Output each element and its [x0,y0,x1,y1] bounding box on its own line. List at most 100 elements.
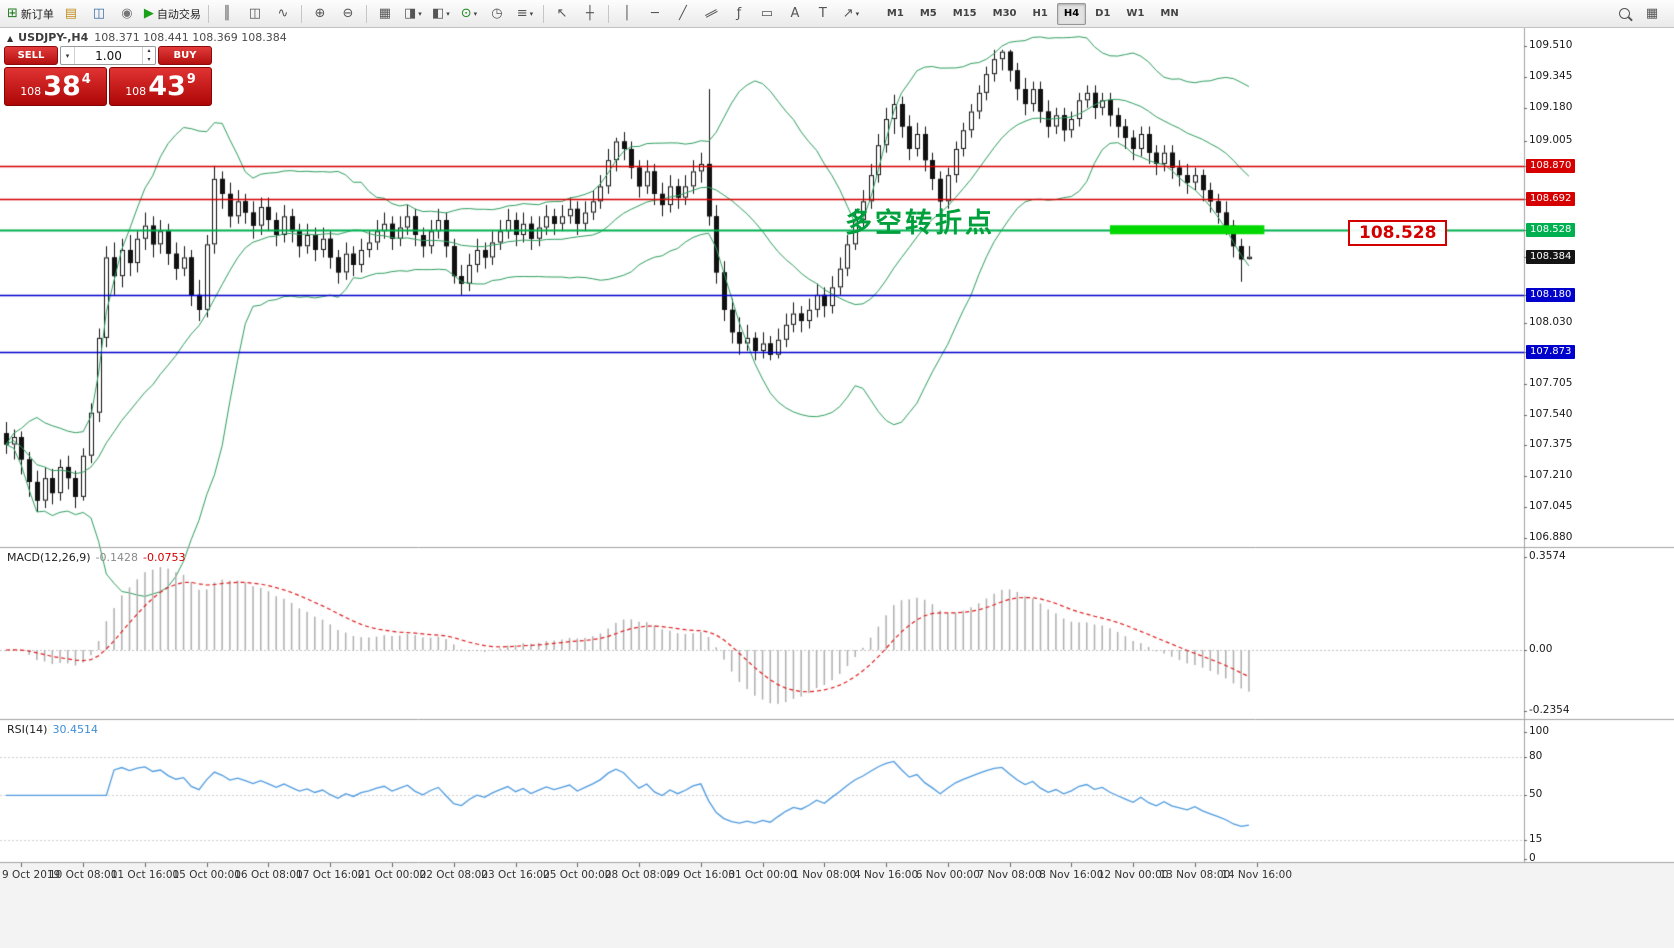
toolbar-separator [365,4,367,23]
trendline-button[interactable]: ╱ [669,3,697,25]
zoom-out-button-glyph: ⊖ [342,6,354,21]
equidistant-channel-button[interactable]: ∥ [697,3,725,25]
zoom-out-button[interactable]: ⊖ [334,3,362,25]
cursor-button-glyph: ↖ [556,6,568,21]
crosshair-button[interactable]: ┼ [576,3,604,25]
arrange-charts-button-glyph: ◨ [404,6,417,21]
autotrading-button[interactable]: ▶ 自动交易 [141,3,204,25]
rsi-scale-label: 15 [1529,833,1543,845]
bid-price-button[interactable]: 108 38 4 [4,67,107,106]
chevron-down-icon[interactable]: ▾ [446,9,450,18]
timeframe-m1[interactable]: M1 [886,8,904,19]
data-window-icon-glyph: ◉ [121,6,133,21]
chevron-down-icon[interactable]: ▾ [473,9,478,18]
new-chart-icon[interactable]: ▤ [57,3,85,25]
buy-button[interactable]: BUY [158,46,212,65]
horizontal-line-button[interactable]: ─ [641,3,669,25]
toolbar-separator [542,4,544,23]
tile-windows-button-glyph: ▦ [378,6,392,21]
bar-chart-button[interactable]: ║ [213,3,241,25]
ask-price-button[interactable]: 108 43 9 [109,67,212,106]
trend-annotation[interactable]: 多空转折点 [845,208,995,239]
timeframe-m30[interactable]: M30 [992,8,1017,19]
time-axis-label: 17 Oct 16:00 [296,869,365,881]
time-axis-label: 21 Oct 00:00 [357,869,427,881]
price-tick-label: 107.705 [1529,377,1573,389]
chevron-down-icon[interactable]: ▾ [529,9,534,18]
arrange-charts-button[interactable]: ◨ ▾ [399,3,427,25]
symbol-label: USDJPY-,H4 [18,31,89,44]
time-axis-label: 15 Oct 00:00 [172,869,241,881]
time-axis-label: 14 Nov 16:00 [1221,869,1293,881]
vertical-line-button[interactable]: │ [613,3,641,25]
volume-down-icon[interactable]: ▾ [147,55,151,63]
rsi-scale-label: 80 [1529,750,1543,762]
chevron-down-icon[interactable]: ▾ [855,9,860,18]
rsi-value: 30.4514 [52,723,98,736]
price-level-badge: 108.870 [1526,159,1576,173]
fibonacci-button[interactable]: ƒ [725,3,753,25]
strategy-tester-button[interactable]: ⊙ ▾ [455,3,483,25]
time-axis-label: 23 Oct 16:00 [481,869,550,881]
shapes-button[interactable]: ▭ [753,3,781,25]
timeframe-w1[interactable]: W1 [1126,8,1145,19]
layout-icon[interactable]: ▦ [1638,2,1666,24]
price-level-badge: 108.692 [1526,192,1576,206]
price-tick-label: 109.345 [1529,70,1573,82]
text-button[interactable]: A [781,3,809,25]
time-axis-label: 11 Oct 16:00 [110,869,180,881]
price-level-badge: 108.528 [1526,223,1576,237]
macd-value-main: -0.1428 [95,551,139,564]
timeframe-m5[interactable]: M5 [919,8,937,19]
price-level-badge: 108.180 [1526,288,1576,302]
line-chart-button[interactable]: ∿ [269,3,297,25]
volume-input[interactable] [75,47,142,64]
cursor-button[interactable]: ↖ [548,3,576,25]
rsi-scale-label: 0 [1529,852,1536,864]
data-window-icon[interactable]: ◉ [113,3,141,25]
text-label-button[interactable]: T [809,3,837,25]
ohlc-readout: 108.371 108.441 108.369 108.384 [94,31,287,44]
horizontal-line-button-glyph: ─ [650,6,659,21]
price-callout[interactable]: 108.528 [1348,220,1448,246]
time-axis-label: 13 Nov 08:00 [1159,869,1231,881]
price-tick-label: 106.880 [1529,531,1573,543]
chevron-down-icon[interactable]: ▾ [418,9,422,18]
volume-up-icon[interactable]: ▴ [147,47,151,54]
clock-icon[interactable]: ◷ [483,3,511,25]
timeframe-d1[interactable]: D1 [1095,8,1111,19]
profiles-icon-glyph: ◫ [92,6,106,21]
timeframe-m15[interactable]: M15 [952,8,977,19]
text-label-button-glyph: T [818,6,827,21]
sell-button[interactable]: SELL [4,46,58,65]
tile-windows-button[interactable]: ▦ [371,3,399,25]
ask-main: 43 [148,71,186,102]
timeframe-h4[interactable]: H4 [1056,2,1087,25]
chart-shift-button[interactable]: ◧ ▾ [427,3,455,25]
time-axis-label: 12 Nov 00:00 [1097,869,1169,881]
volume-dropdown-icon[interactable]: ▾ [61,47,75,64]
search-icon[interactable] [1610,2,1638,24]
price-tick-label: 107.045 [1529,500,1573,512]
rsi-name: RSI(14) [7,723,48,736]
macd-header: MACD(12,26,9) -0.1428 -0.0753 [7,551,185,564]
profiles-icon[interactable]: ◫ [85,3,113,25]
indicators-list-button[interactable]: ≡ ▾ [511,3,539,25]
zoom-in-button[interactable]: ⊕ [306,3,334,25]
price-tick-label: 109.510 [1529,39,1573,51]
candlestick-chart-button[interactable]: ◫ [241,3,269,25]
candlestick-chart-button-glyph: ◫ [248,6,262,21]
one-click-collapse-toggle[interactable]: ▲ [7,34,14,43]
shapes-button-glyph: ▭ [760,6,774,21]
volume-stepper[interactable]: ▾ ▴▾ [60,46,156,65]
time-axis-label: 4 Nov 16:00 [854,869,919,881]
timeframe-h1[interactable]: H1 [1032,8,1048,19]
volume-spin-buttons[interactable]: ▴ ▾ [142,47,155,64]
timeframe-mn[interactable]: MN [1160,8,1179,19]
equidistant-channel-button-glyph: ∥ [702,7,720,20]
arrows-button[interactable]: ↗ ▾ [837,3,865,25]
fibonacci-button-glyph: ƒ [736,6,742,21]
new-order-button[interactable]: ⊞ 新订单 [4,3,57,25]
